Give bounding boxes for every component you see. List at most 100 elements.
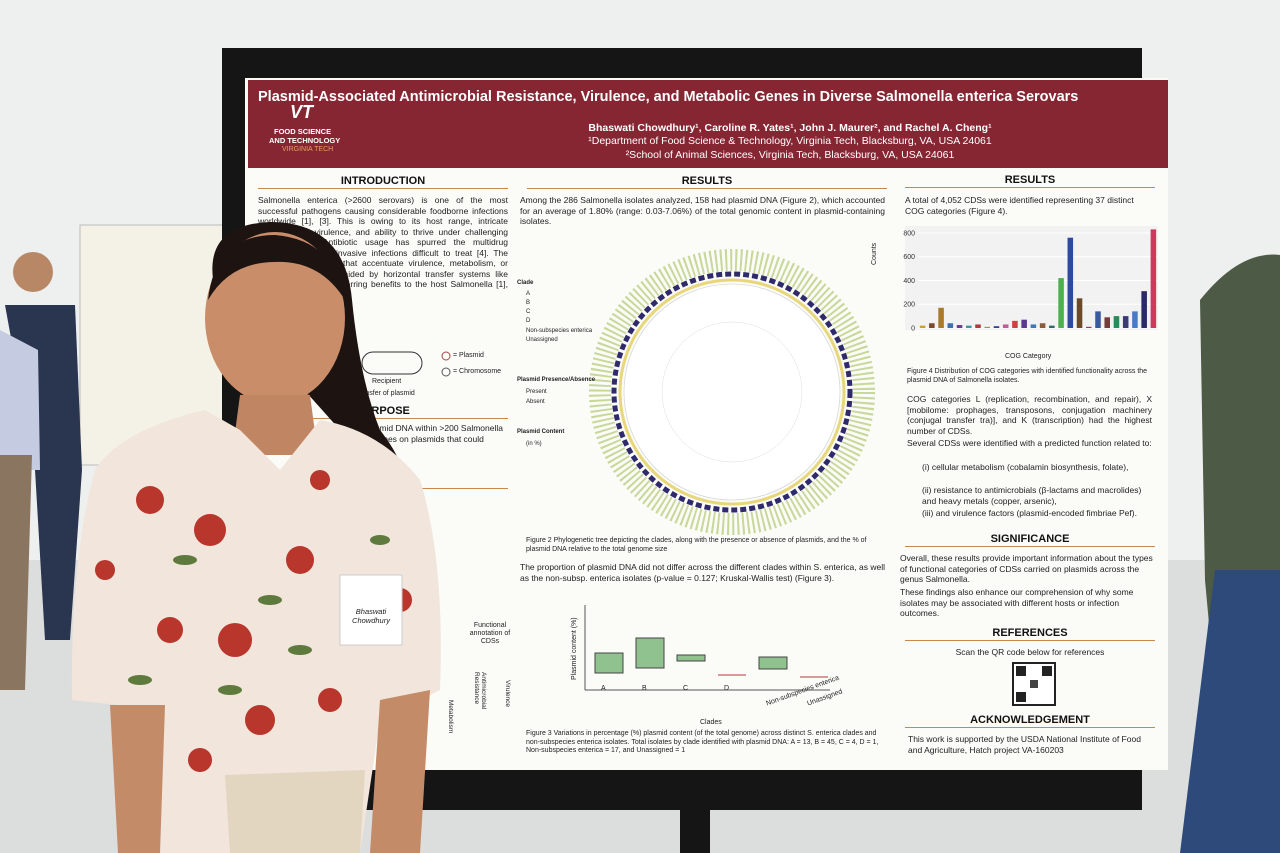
results-text: Among the 286 Salmonella isolates analyz… [520, 195, 885, 226]
bar [1132, 311, 1138, 328]
left-bystanders [0, 252, 82, 690]
y-tick-label: 800 [903, 230, 915, 237]
phylo-tree [589, 249, 875, 535]
shirt-leaves [128, 535, 390, 695]
bar [1141, 291, 1147, 328]
legend-entry: D [526, 318, 531, 324]
fig3-category: A [601, 685, 606, 692]
bar [1002, 324, 1009, 328]
bar [956, 325, 963, 328]
bar [984, 326, 990, 328]
bar [1039, 323, 1046, 328]
section-heading: RESULTS [527, 175, 887, 189]
boxplot [584, 605, 830, 691]
legend-entry: Non-subspecies enterica [526, 328, 593, 334]
cog-chart: 0 200 400 600 800 [903, 226, 1158, 333]
bar [1067, 237, 1074, 328]
board-leg [680, 810, 710, 853]
section-heading: INTRODUCTION [258, 175, 508, 189]
bar [966, 325, 972, 328]
fig2-caption: Figure 2 Phylogenetic tree depicting the… [526, 537, 867, 553]
logo-line: AND TECHNOLOGY [269, 136, 341, 145]
intro-text: Salmonella enterica (>2600 serovars) is … [258, 195, 508, 300]
authors: Bhaswati Chowdhury¹, Caroline R. Yates¹,… [588, 122, 992, 134]
fig1-label: = Chromosome [453, 368, 502, 375]
section-heading: SIGNIFICANCE [905, 533, 1155, 547]
section-heading: ACKNOWLEDGEMENT [905, 714, 1155, 728]
shirt [71, 410, 441, 853]
neck [232, 395, 318, 455]
logo-line: VIRGINIA TECH [282, 146, 334, 153]
arm [110, 705, 165, 853]
flow-label: Functional annotation of CDSs [469, 622, 511, 645]
hair-top [208, 235, 345, 300]
logo-mark: VT [290, 102, 314, 122]
bar [1021, 319, 1027, 328]
item: (i) cellular metabolism (cobalamin biosy… [922, 462, 1129, 472]
bar [1113, 316, 1120, 328]
bar [1104, 317, 1110, 328]
qr-code [1012, 662, 1056, 706]
results-text: The proportion of plasmid DNA did not di… [520, 562, 885, 583]
section-heading: REFERENCES [905, 627, 1155, 641]
results-text: A total of 4,052 CDSs were identified re… [905, 195, 1134, 216]
bar [1122, 316, 1129, 328]
bar [947, 323, 954, 328]
right-bystander [1180, 254, 1280, 853]
affiliation: ¹Department of Food Science & Technology… [588, 135, 992, 147]
y-tick-label: 0 [911, 326, 915, 333]
bar [1086, 326, 1092, 328]
legend-entry: Plasmid Content [517, 429, 565, 435]
bar [929, 323, 935, 328]
legend-entry: Present [526, 389, 547, 395]
fig3-category: D [724, 685, 730, 692]
legend-entry: C [526, 309, 531, 315]
bar [919, 325, 926, 328]
fig3-xlabel: Clades [700, 719, 722, 726]
bar [975, 324, 981, 328]
legend-entry: (in %) [526, 441, 542, 447]
legend-entry: A [526, 291, 531, 297]
fig3-category: B [642, 685, 647, 692]
references-text: Scan the QR code below for references [955, 647, 1105, 657]
arm [370, 690, 430, 853]
bar [1012, 320, 1018, 328]
bullet: COG categories L (replication, recombina… [907, 394, 1152, 436]
face [205, 232, 345, 404]
bar [993, 326, 1000, 328]
legend-entry: Clade [517, 280, 534, 286]
bar [1058, 278, 1064, 328]
y-tick-label: 200 [903, 302, 915, 309]
legend-entry: Plasmid Presence/Absence [517, 377, 596, 383]
y-tick-label: 400 [903, 278, 915, 285]
acknowledgement-text: This work is supported by the USDA Natio… [908, 734, 1141, 755]
bar [1049, 325, 1055, 328]
bar [1150, 229, 1157, 328]
figure1-diagram [361, 351, 451, 377]
bar [938, 307, 944, 328]
fig4-xlabel: COG Category [1005, 353, 1052, 360]
legend-entry: B [526, 300, 531, 306]
bullet: Overall, these results provide important… [900, 553, 1153, 584]
bullet: These findings also enhance our comprehe… [900, 587, 1134, 618]
poster-header [248, 80, 1168, 168]
logo-line: FOOD SCIENCE [274, 127, 332, 136]
item: (ii) resistance to antimicrobials (β-lac… [922, 485, 1142, 506]
fig3-caption: Figure 3 Variations in percentage (%) pl… [526, 730, 879, 754]
legend-entry: Absent [526, 399, 545, 405]
badge [339, 574, 403, 646]
item: (iii) and virulence factors (plasmid-enc… [922, 508, 1137, 518]
fig4-caption: Figure 4 Distribution of COG categories … [907, 368, 1148, 384]
fig1-label: = Plasmid [453, 352, 484, 359]
fig3-category: C [683, 685, 689, 692]
section-heading: RESULTS [905, 174, 1155, 188]
poster-title: Plasmid-Associated Antimicrobial Resista… [258, 89, 1079, 105]
bar [1095, 311, 1101, 328]
bar [1076, 298, 1083, 328]
legend-entry: Unassigned [526, 337, 558, 343]
bullet: Several CDSs were identified with a pred… [907, 438, 1152, 448]
affiliation: ²School of Animal Sciences, Virginia Tec… [625, 149, 955, 161]
y-tick-label: 600 [903, 254, 915, 261]
